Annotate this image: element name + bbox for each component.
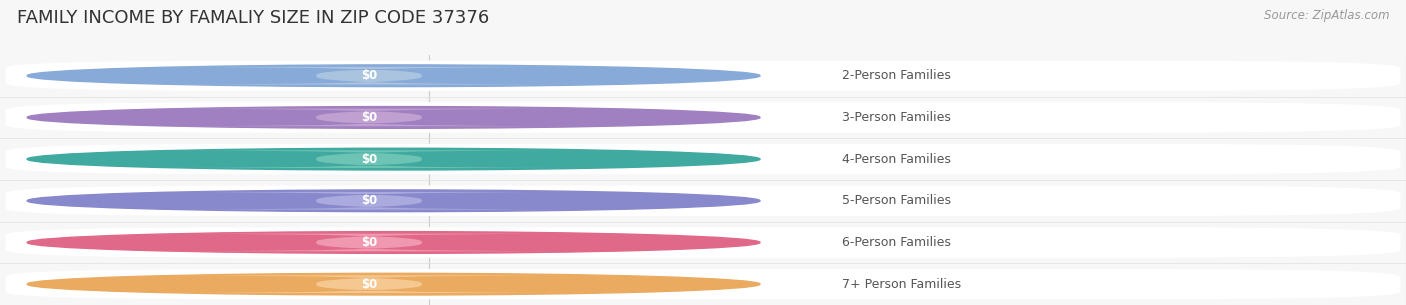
FancyBboxPatch shape <box>6 269 1400 300</box>
FancyBboxPatch shape <box>153 192 585 210</box>
Text: $0: $0 <box>361 69 377 82</box>
Text: 6-Person Families: 6-Person Families <box>842 236 950 249</box>
Text: Source: ZipAtlas.com: Source: ZipAtlas.com <box>1264 9 1389 22</box>
Circle shape <box>27 148 761 170</box>
FancyBboxPatch shape <box>153 275 585 293</box>
Text: $0: $0 <box>361 111 377 124</box>
Text: 3-Person Families: 3-Person Families <box>842 111 950 124</box>
Text: $0: $0 <box>361 152 377 166</box>
Circle shape <box>27 65 761 87</box>
FancyBboxPatch shape <box>6 185 1400 216</box>
Text: $0: $0 <box>361 236 377 249</box>
FancyBboxPatch shape <box>6 102 1400 133</box>
FancyBboxPatch shape <box>6 227 1400 258</box>
Text: 4-Person Families: 4-Person Families <box>842 152 950 166</box>
Text: 2-Person Families: 2-Person Families <box>842 69 950 82</box>
Circle shape <box>27 106 761 128</box>
FancyBboxPatch shape <box>153 150 585 168</box>
Text: 5-Person Families: 5-Person Families <box>842 194 950 207</box>
Text: $0: $0 <box>361 278 377 291</box>
Text: 7+ Person Families: 7+ Person Families <box>842 278 960 291</box>
FancyBboxPatch shape <box>153 234 585 251</box>
FancyBboxPatch shape <box>6 60 1400 91</box>
Circle shape <box>27 190 761 212</box>
Text: $0: $0 <box>361 194 377 207</box>
FancyBboxPatch shape <box>6 144 1400 174</box>
Circle shape <box>27 231 761 253</box>
Circle shape <box>27 273 761 295</box>
FancyBboxPatch shape <box>153 67 585 84</box>
Text: FAMILY INCOME BY FAMALIY SIZE IN ZIP CODE 37376: FAMILY INCOME BY FAMALIY SIZE IN ZIP COD… <box>17 9 489 27</box>
FancyBboxPatch shape <box>153 109 585 126</box>
